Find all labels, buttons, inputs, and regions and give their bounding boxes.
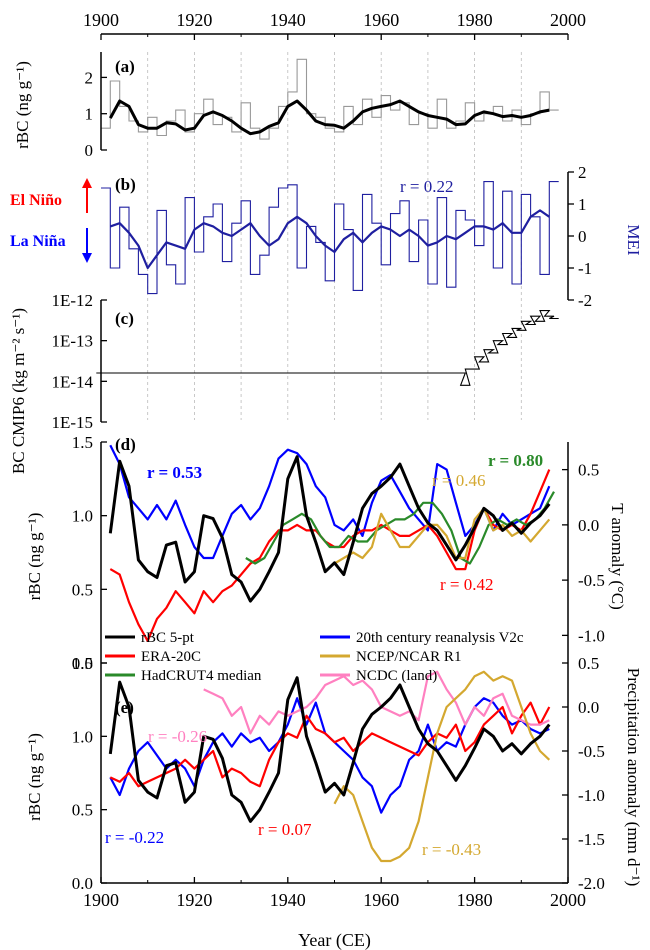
x-tick-label: 1940 (270, 890, 306, 910)
y-tick-label: 1.0 (72, 507, 93, 526)
y-tick-label: 1.5 (72, 433, 93, 452)
x-tick-label: 1900 (83, 890, 119, 910)
y2-tick-label: 0.5 (578, 461, 599, 480)
y2-tick-label: -1.0 (578, 626, 605, 645)
el-nino-arrow-head (82, 178, 92, 188)
la-nina-arrow-head (82, 253, 92, 263)
legend-label: NCEP/NCAR R1 (356, 649, 461, 665)
y-axis-label: BC CMIP6 (kg m⁻² s⁻¹) (9, 308, 28, 474)
panel-d-series-era-20c (109, 469, 551, 642)
y-tick-label: 0.0 (72, 874, 93, 893)
y-tick-label: 0.5 (72, 580, 93, 599)
labels: 1900 1920 1940 1960 1980 2000 1900 1920 1940 1960… (9, 10, 643, 950)
panel-b-smoothed-line (109, 209, 550, 270)
correlation-annotation: r = 0.22 (400, 177, 454, 196)
panel-e-series-ncdc-land- (203, 670, 550, 735)
x-tick-label: 1920 (176, 890, 212, 910)
y-tick-label: 1E-15 (51, 413, 93, 432)
legend-label: rBC 5-pt (141, 630, 195, 646)
panel-c-emission-step (96, 310, 559, 386)
y2-tick-label: -0.5 (578, 571, 605, 590)
y-tick-label: 1 (85, 105, 94, 124)
y-axis-label: rBC (ng g⁻¹) (13, 61, 32, 149)
x-tick-label: 1920 (176, 10, 212, 30)
y-tick-label: 0 (85, 141, 94, 160)
correlation-annotation: r = 0.80 (488, 451, 543, 470)
x-tick-label: 1980 (457, 10, 493, 30)
y2-tick-label: 0.0 (578, 698, 599, 717)
legend-label: ERA-20C (141, 649, 201, 665)
y-tick-label: 0.5 (72, 801, 93, 820)
y-tick-label: 1E-14 (51, 372, 93, 391)
y-tick-label: 1.5 (72, 654, 93, 673)
panel-label: (a) (115, 57, 135, 76)
y2-tick-label: -1.0 (578, 786, 605, 805)
y-axis-label: rBC (ng g⁻¹) (25, 733, 44, 821)
legend-label: NCDC (land) (356, 668, 437, 684)
panel-label: (d) (115, 435, 136, 454)
correlation-annotation: r = -0.43 (422, 840, 481, 859)
panels (96, 58, 559, 863)
x-tick-label: 2000 (550, 890, 586, 910)
y2-tick-label: 0 (578, 227, 587, 246)
y-tick-label: 0.0 (72, 654, 93, 673)
panel-d-rbc-line (108, 455, 551, 603)
correlation-annotation: r = -0.22 (105, 828, 164, 847)
x-tick-label: 1980 (457, 890, 493, 910)
y-axis-label: rBC (ng g⁻¹) (25, 513, 44, 601)
panel-label: (c) (115, 309, 134, 328)
correlation-annotation: r = -0.26 (148, 727, 207, 746)
y-tick-label: 2 (85, 68, 94, 87)
panel-b-annual-step (101, 181, 559, 295)
y2-tick-label: 1 (578, 195, 587, 214)
y-tick-label: 1.0 (72, 727, 93, 746)
y2-tick-label: -0.5 (578, 742, 605, 761)
x-tick-label: 1900 (83, 10, 119, 30)
panel-d-series-ncep-ncar-r1 (333, 507, 551, 565)
x-tick-label: 2000 (550, 10, 586, 30)
la-nina-label: La Niña (10, 233, 66, 250)
panel-e-series-era-20c (109, 701, 551, 788)
y2-axis-label: Precipitation anomaly (mm d⁻¹) (624, 668, 643, 887)
x-axis-label: Year (CE) (298, 930, 371, 950)
panel-d-series-hadcrut4-median (245, 491, 555, 565)
panel-a-annual-step (101, 58, 559, 140)
y2-tick-label: 0.0 (578, 516, 599, 535)
y2-tick-label: -2.0 (578, 874, 605, 893)
y-tick-label: 1E-13 (51, 332, 93, 351)
y2-tick-label: -1 (578, 259, 592, 278)
y-tick-label: 1E-12 (51, 291, 93, 310)
panel-e-rbc-line (108, 676, 551, 823)
correlation-annotation: r = 0.07 (258, 820, 312, 839)
y2-tick-label: -1.5 (578, 830, 605, 849)
legend-label: HadCRUT4 median (141, 668, 262, 684)
y2-tick-label: 2 (578, 163, 587, 182)
x-tick-label: 1960 (363, 10, 399, 30)
y2-tick-label: 0.5 (578, 654, 599, 673)
panel-a-smoothed-line (108, 99, 550, 136)
x-tick-label: 1960 (363, 890, 399, 910)
panel-label: (b) (115, 175, 136, 194)
correlation-annotation: r = 0.46 (432, 471, 486, 490)
panel-e-series-ncep-ncar-r1 (333, 670, 551, 863)
axes (82, 33, 574, 884)
y2-axis-label: MEI (624, 224, 643, 256)
panel-label: (e) (115, 698, 134, 717)
x-tick-label: 1940 (270, 10, 306, 30)
legend-label: 20th century reanalysis V2c (356, 630, 524, 646)
el-nino-label: El Niño (10, 192, 62, 209)
y2-axis-label: T anomaly (°C) (608, 503, 627, 610)
correlation-annotation: r = 0.42 (440, 575, 494, 594)
y2-tick-label: -2 (578, 291, 592, 310)
correlation-annotation: r = 0.53 (147, 463, 202, 482)
